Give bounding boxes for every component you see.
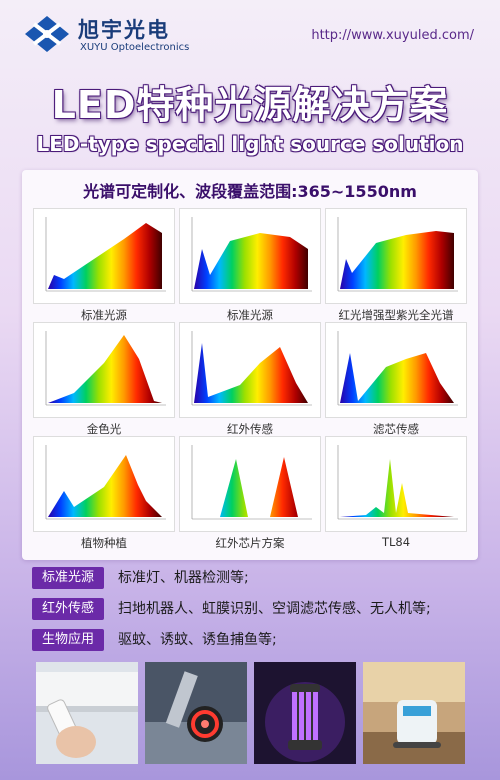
spectrum-graph [45, 445, 166, 520]
spectrum-chart [179, 436, 321, 532]
spectrum-caption: 标准光源 [227, 308, 273, 322]
spectrum-caption: 金色光 [86, 422, 122, 436]
spectrum-card: 金色光 [33, 322, 175, 437]
spectrum-caption: 红外芯片方案 [215, 536, 285, 550]
spectrum-card: 标准光源 [33, 208, 175, 323]
feature-desc: 扫地机器人、虹膜识别、空调滤芯传感、无人机等; [118, 601, 431, 617]
spectrum-graph [191, 331, 312, 406]
header: 旭宇光电 XUYU Optoelectronics http://www.xuy… [0, 0, 500, 75]
spectrum-card: 植物种植 [33, 436, 175, 551]
spectrum-caption: 滤芯传感 [373, 422, 419, 436]
feature-desc: 驱蚊、诱蚊、诱鱼捕鱼等; [118, 632, 277, 648]
feature-desc: 标准灯、机器检测等; [118, 570, 249, 586]
spectrum-card: 红光增强型紫光全光谱 [325, 208, 467, 323]
spectrum-chart [33, 208, 175, 304]
photo-mosquito-lamp [254, 662, 356, 764]
spectra-panel: 光谱可定制化、波段覆盖范围:365~1550nm 标准光源 标准光源 红光增强型紫光… [22, 170, 478, 560]
photo-air-conditioner-remote [36, 662, 138, 764]
main-title: LED特种光源解决方案 [51, 83, 449, 127]
spectrum-card: 红外芯片方案 [179, 436, 321, 551]
spectrum-caption: 红外传感 [227, 422, 273, 436]
spectrum-graph [337, 445, 458, 520]
panel-title: 光谱可定制化、波段覆盖范围:365~1550nm [83, 182, 417, 201]
spectrum-graph [45, 331, 166, 406]
spectrum-chart [179, 322, 321, 418]
spectrum-graph [191, 217, 312, 292]
spectrum-card: 红外传感 [179, 322, 321, 437]
photo-robot-arm-camera [145, 662, 247, 764]
spectrum-caption: 标准光源 [81, 308, 127, 322]
photo-cleaning-robot [363, 662, 465, 764]
spectrum-graph [337, 331, 458, 406]
spectrum-card: 滤芯传感 [325, 322, 467, 437]
spectrum-chart [325, 436, 467, 532]
spectrum-card: 标准光源 [179, 208, 321, 323]
subtitle: LED-type special light source solution [36, 132, 464, 156]
spectrum-graph [191, 445, 312, 520]
spectrum-chart [325, 208, 467, 304]
spectrum-caption: 红光增强型紫光全光谱 [338, 308, 454, 322]
website-link[interactable]: http://www.xuyuled.com/ [311, 28, 474, 43]
brand-name-cn: 旭宇光电 [78, 18, 170, 42]
feature-tag: 红外传感 [32, 598, 104, 620]
spectrum-caption: 植物种植 [81, 536, 127, 550]
spectrum-chart [33, 322, 175, 418]
spectrum-card: TL84 [325, 436, 467, 549]
feature-tag: 标准光源 [32, 567, 104, 589]
spectrum-graph [45, 217, 166, 292]
brand-name-en: XUYU Optoelectronics [80, 42, 190, 53]
spectrum-chart [179, 208, 321, 304]
spectrum-chart [325, 322, 467, 418]
application-photos [36, 662, 466, 764]
spectrum-caption: TL84 [381, 535, 411, 549]
spectrum-chart [33, 436, 175, 532]
feature-tag: 生物应用 [32, 629, 104, 651]
spectrum-graph [337, 217, 458, 292]
xuyu-logo-icon [25, 16, 69, 52]
